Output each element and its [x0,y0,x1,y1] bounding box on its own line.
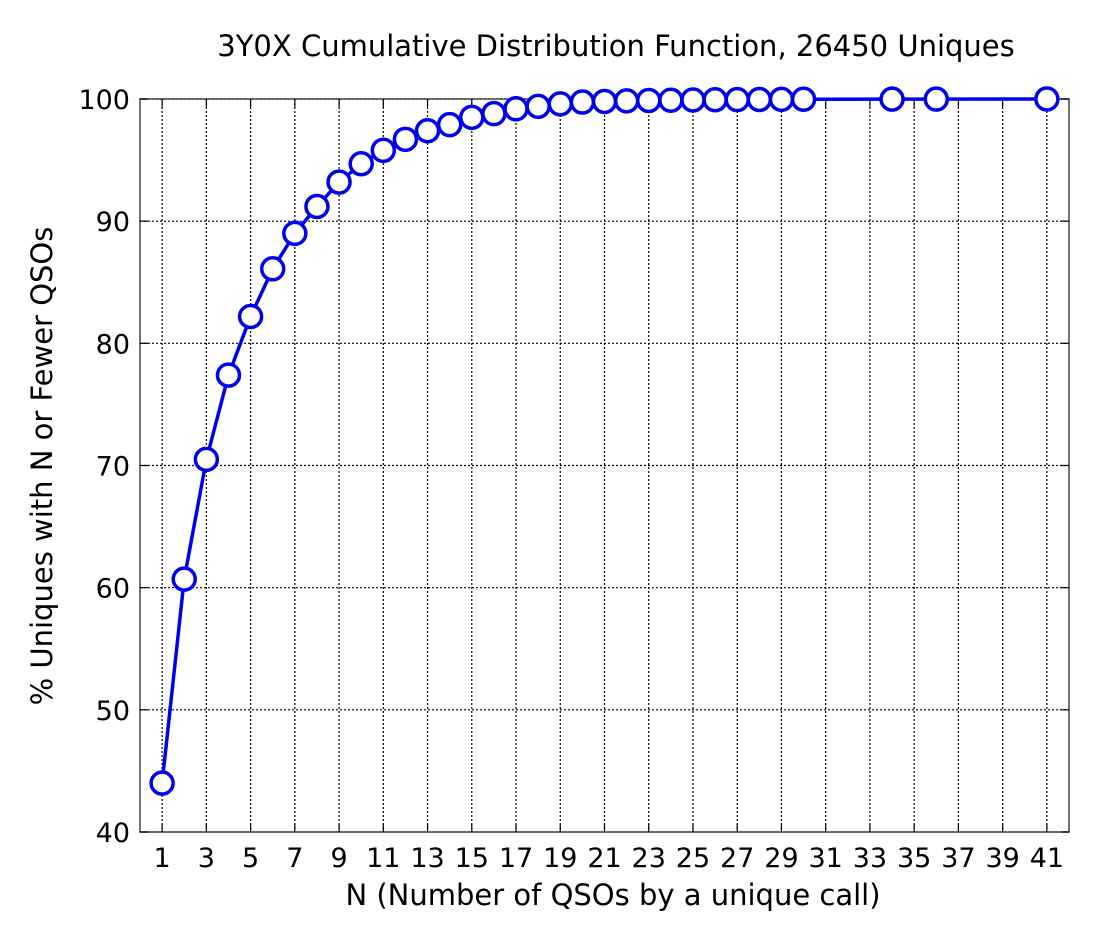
data-point-marker [282,220,308,247]
y-tick-label: 50 [96,696,130,727]
x-tick-label: 37 [941,843,975,874]
data-point-marker [215,362,242,388]
data-point-marker [171,566,197,592]
data-point-marker [923,86,950,112]
y-axis-ticks: 40 50 60 70 80 90 100 [78,85,1069,849]
data-point-marker [680,87,706,113]
y-tick-label: 70 [96,452,130,483]
x-tick-label: 11 [366,843,400,874]
data-point-marker [569,89,596,115]
data-point-marker [149,770,175,796]
data-point-marker [370,137,397,164]
x-tick-label: 21 [587,843,621,874]
x-tick-label: 1 [154,843,171,874]
data-point-marker [414,118,441,144]
x-tick-label: 5 [242,843,259,874]
x-tick-label: 29 [764,843,798,874]
x-tick-label: 19 [543,843,577,874]
x-tick-label: 9 [330,843,347,874]
x-tick-label: 39 [985,843,1019,874]
data-point-marker [658,87,684,113]
data-point-marker [503,96,529,122]
x-axis-ticks: 1 3 5 7 9 11 13 15 17 19 21 23 25 27 29 31 33 35 37 39 41 [154,99,1064,874]
y-tick-label: 90 [96,207,130,238]
data-point-marker [591,88,618,115]
data-point-marker [392,126,419,153]
data-point-marker [525,93,551,120]
x-tick-label: 33 [853,843,887,874]
data-point-marker [436,111,463,138]
y-axis-label: % Uniques with N or Fewer QSOs [25,227,59,706]
series-layer [149,86,1060,796]
x-tick-label: 7 [286,843,303,874]
data-point-marker [259,256,286,282]
data-point-marker [724,86,750,113]
data-point-marker [746,86,773,113]
data-point-marker [237,303,264,330]
data-point-marker [1034,86,1060,112]
x-tick-label: 15 [455,843,489,874]
chart-title: 3Y0X Cumulative Distribution Function, 2… [217,29,1015,63]
y-tick-label: 80 [96,329,130,360]
data-point-marker [613,88,640,114]
x-tick-label: 31 [809,843,843,874]
x-tick-label: 35 [897,843,931,874]
data-point-marker [790,86,817,112]
x-tick-label: 41 [1030,843,1064,874]
x-tick-label: 17 [499,843,533,874]
x-axis-label: N (Number of QSOs by a unique call) [345,878,880,912]
data-point-marker [635,87,662,114]
y-tick-label: 40 [96,818,130,849]
data-point-marker [193,446,220,473]
data-point-marker [481,100,507,127]
x-tick-label: 23 [632,843,666,874]
y-tick-label: 100 [78,85,130,116]
data-point-marker [348,150,374,177]
x-tick-label: 3 [198,843,215,874]
data-point-marker [304,193,330,220]
data-point-marker [879,86,905,112]
x-tick-label: 25 [676,843,710,874]
data-point-marker [702,86,728,113]
x-tick-label: 13 [410,843,444,874]
y-tick-label: 60 [96,574,130,605]
data-point-marker [547,91,574,117]
data-point-marker [768,86,795,113]
data-point-marker [326,169,352,195]
data-point-marker [459,104,485,131]
x-tick-label: 27 [720,843,754,874]
grid-lines [140,98,1069,833]
